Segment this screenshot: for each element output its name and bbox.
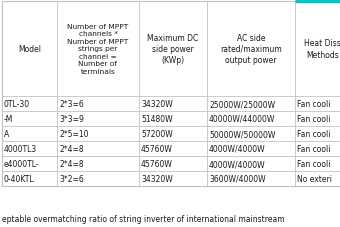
Text: 2*3=6: 2*3=6 <box>59 100 84 109</box>
Text: Fan cooli: Fan cooli <box>297 129 330 138</box>
Bar <box>207 96 295 111</box>
Text: 4000W/4000W: 4000W/4000W <box>209 159 266 168</box>
Text: Fan cooli: Fan cooli <box>297 159 330 168</box>
Bar <box>207 156 295 171</box>
Text: Heat Diss
Methods: Heat Diss Methods <box>304 39 340 59</box>
Bar <box>139 141 207 156</box>
Text: 4000TL3: 4000TL3 <box>4 144 37 153</box>
Text: 3*3=9: 3*3=9 <box>59 114 84 123</box>
Text: A: A <box>4 129 9 138</box>
Text: 34320W: 34320W <box>141 174 173 183</box>
Bar <box>295 2 340 96</box>
Bar <box>57 156 139 171</box>
Bar <box>2 126 57 141</box>
Text: Fan cooli: Fan cooli <box>297 114 330 123</box>
Text: 25000W/25000W: 25000W/25000W <box>209 100 275 109</box>
Bar <box>207 126 295 141</box>
Text: AC side
rated/maximum
output power: AC side rated/maximum output power <box>220 34 282 65</box>
Text: No exteri: No exteri <box>297 174 332 183</box>
Bar <box>295 141 340 156</box>
Text: Fan cooli: Fan cooli <box>297 144 330 153</box>
Text: Maximum DC
side power
(KWp): Maximum DC side power (KWp) <box>147 34 199 65</box>
Text: Model: Model <box>18 45 41 54</box>
Bar <box>57 171 139 186</box>
Bar <box>2 156 57 171</box>
Bar <box>295 126 340 141</box>
Bar <box>2 2 340 186</box>
Bar <box>57 126 139 141</box>
Text: 3*2=6: 3*2=6 <box>59 174 84 183</box>
Bar <box>207 141 295 156</box>
Text: 50000W/50000W: 50000W/50000W <box>209 129 275 138</box>
Text: 2*5=10: 2*5=10 <box>59 129 88 138</box>
Bar <box>207 171 295 186</box>
Text: 34320W: 34320W <box>141 100 173 109</box>
Text: 3600W/4000W: 3600W/4000W <box>209 174 266 183</box>
Bar <box>139 156 207 171</box>
Text: 51480W: 51480W <box>141 114 173 123</box>
Text: -M: -M <box>4 114 13 123</box>
Bar <box>139 171 207 186</box>
Bar <box>207 2 295 96</box>
Bar <box>207 111 295 126</box>
Bar <box>57 96 139 111</box>
Bar <box>57 2 139 96</box>
Bar <box>2 96 57 111</box>
Bar <box>295 171 340 186</box>
Text: 40000W/44000W: 40000W/44000W <box>209 114 275 123</box>
Bar <box>2 171 57 186</box>
Text: Fan cooli: Fan cooli <box>297 100 330 109</box>
Text: 45760W: 45760W <box>141 144 173 153</box>
Bar <box>139 2 207 96</box>
Bar <box>295 111 340 126</box>
Text: 2*4=8: 2*4=8 <box>59 159 84 168</box>
Text: 4000W/4000W: 4000W/4000W <box>209 144 266 153</box>
Text: 45760W: 45760W <box>141 159 173 168</box>
Text: 2*4=8: 2*4=8 <box>59 144 84 153</box>
Bar <box>139 111 207 126</box>
Bar <box>57 111 139 126</box>
Text: Number of MPPT
channels *
Number of MPPT
strings per
channel =
Number of
termina: Number of MPPT channels * Number of MPPT… <box>67 24 129 75</box>
Text: 0-40KTL: 0-40KTL <box>4 174 35 183</box>
Text: eptable overmatching ratio of string inverter of international mainstream: eptable overmatching ratio of string inv… <box>2 214 285 223</box>
Text: 57200W: 57200W <box>141 129 173 138</box>
Bar <box>139 126 207 141</box>
Bar <box>295 156 340 171</box>
Bar <box>2 111 57 126</box>
Bar <box>139 96 207 111</box>
Bar <box>57 141 139 156</box>
Text: e4000TL-: e4000TL- <box>4 159 40 168</box>
Bar <box>2 2 57 96</box>
Bar <box>2 141 57 156</box>
Text: 0TL-30: 0TL-30 <box>4 100 30 109</box>
Bar <box>295 96 340 111</box>
